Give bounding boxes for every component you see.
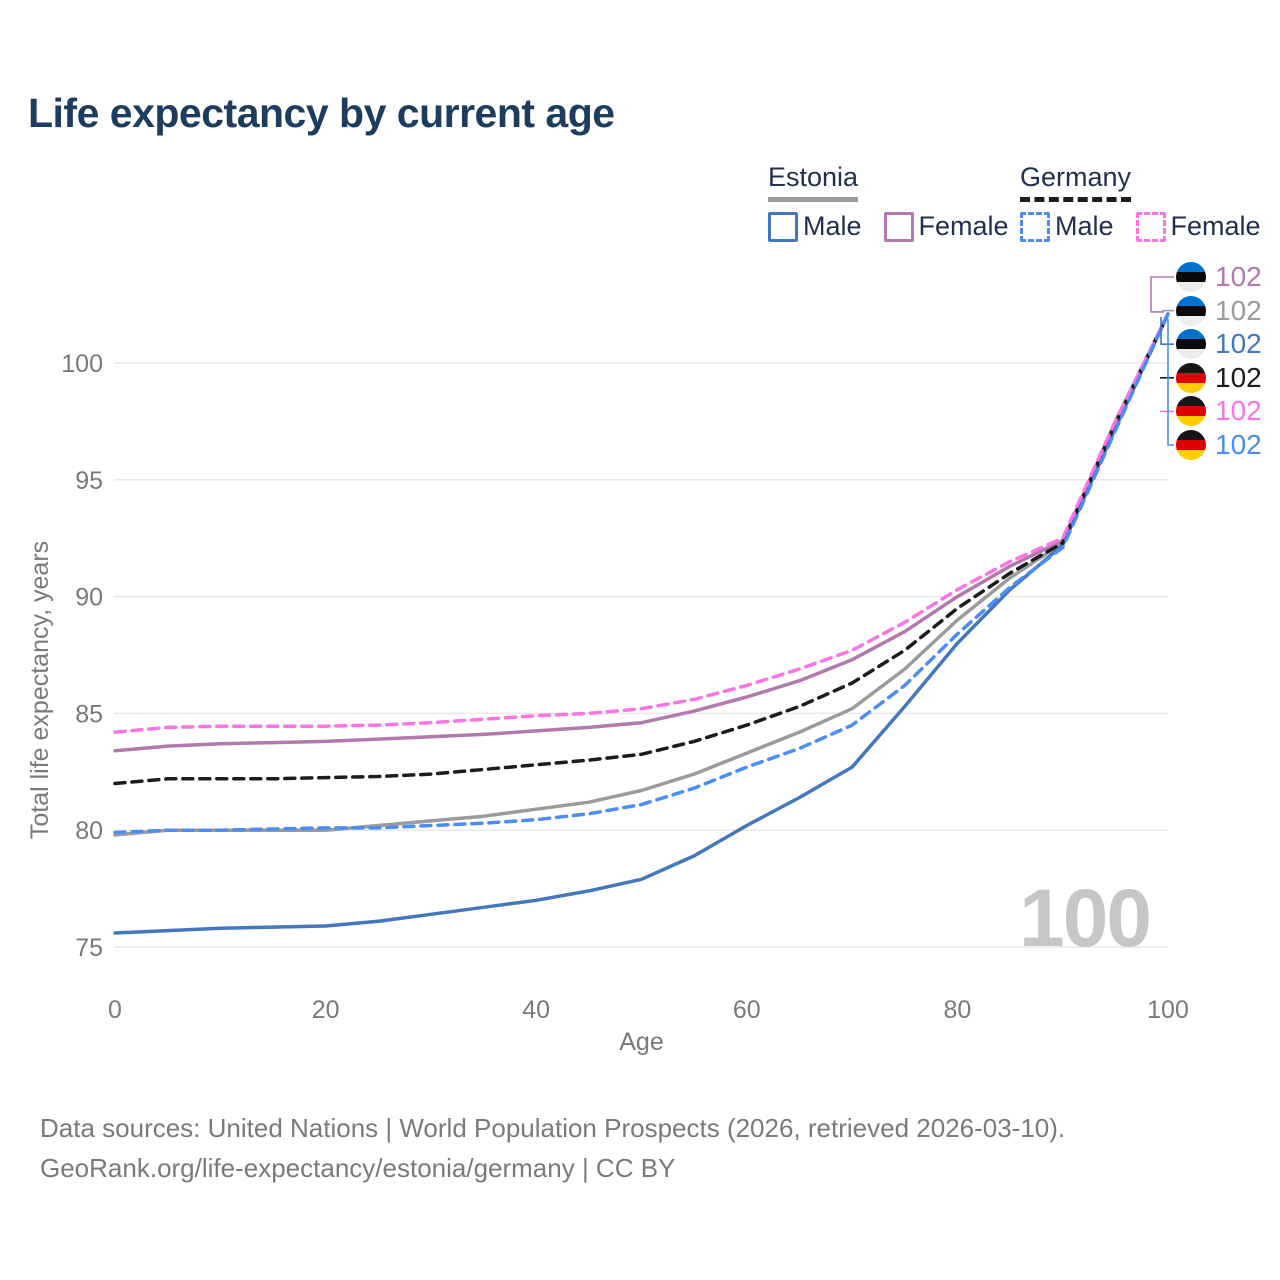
end-label-row-germany-male[interactable]: 102 bbox=[1176, 430, 1262, 460]
legend-estonia-male-label: Male bbox=[803, 211, 862, 241]
legend-estonia-male[interactable]: Male bbox=[768, 211, 862, 242]
legend-estonia-label[interactable]: Estonia bbox=[768, 162, 859, 202]
legend-germany-male-label: Male bbox=[1055, 211, 1114, 241]
end-label-row-estonia[interactable]: 102 bbox=[1176, 294, 1262, 326]
series-line-estonia-female[interactable] bbox=[113, 312, 1170, 753]
end-value-estonia: 102 bbox=[1215, 294, 1262, 326]
footer-sources-line: Data sources: United Nations | World Pop… bbox=[40, 1113, 1066, 1143]
x-tick-label-60: 60 bbox=[733, 996, 761, 1024]
x-tick-label-100: 100 bbox=[1147, 996, 1189, 1024]
end-value-germany-male: 102 bbox=[1215, 429, 1262, 460]
estonia-flag-icon bbox=[1176, 262, 1206, 292]
legend-estonia-female-label: Female bbox=[918, 211, 1009, 241]
legend-estonia-female[interactable]: Female bbox=[883, 211, 1009, 242]
end-label-row-estonia-male[interactable]: 102 bbox=[1176, 328, 1262, 360]
germany-female-swatch-icon bbox=[1135, 211, 1166, 242]
legend-germany-items: Male Female bbox=[1020, 211, 1261, 242]
legend-germany-male[interactable]: Male bbox=[1020, 211, 1114, 242]
page-title: Life expectancy by current age bbox=[28, 90, 615, 136]
series-line-germany-female[interactable] bbox=[113, 312, 1170, 734]
legend-group-germany: Germany Male Female bbox=[1020, 162, 1261, 242]
estonia-flag-icon bbox=[1176, 329, 1206, 360]
legend-germany-female-label: Female bbox=[1170, 211, 1261, 241]
legend-germany-female[interactable]: Female bbox=[1135, 211, 1261, 242]
x-tick-label-0: 0 bbox=[108, 996, 122, 1024]
legend-estonia-items: Male Female bbox=[768, 211, 1009, 242]
estonia-male-swatch-icon bbox=[768, 211, 798, 242]
end-label-row-germany[interactable]: 102 bbox=[1176, 361, 1262, 393]
estonia-flag-icon bbox=[1176, 295, 1206, 326]
estonia-female-swatch-icon bbox=[883, 211, 914, 242]
footer-attribution-line: GeoRank.org/life-expectancy/estonia/germ… bbox=[40, 1153, 676, 1184]
end-label-row-estonia-female[interactable]: 102 bbox=[1176, 262, 1262, 292]
end-value-germany: 102 bbox=[1215, 361, 1262, 393]
x-axis-title: Age bbox=[619, 1028, 663, 1056]
y-tick-label-95: 95 bbox=[75, 467, 103, 495]
y-tick-label-100: 100 bbox=[61, 350, 103, 378]
germany-flag-icon bbox=[1176, 430, 1206, 460]
end-label-connector-germany-male bbox=[1167, 318, 1174, 446]
series-line-germany-male[interactable] bbox=[113, 312, 1170, 835]
footer: Data sources: United Nations | World Pop… bbox=[40, 1108, 1065, 1189]
end-label-connector-estonia-female bbox=[1150, 276, 1174, 313]
x-tick-label-80: 80 bbox=[943, 996, 971, 1024]
y-axis-title: Total life expectancy, years bbox=[26, 541, 54, 839]
germany-flag-icon bbox=[1176, 396, 1206, 427]
y-tick-label-85: 85 bbox=[75, 700, 103, 728]
end-value-germany-female: 102 bbox=[1215, 395, 1262, 427]
age-watermark: 100 bbox=[1019, 873, 1152, 964]
end-label-connector-estonia-male bbox=[1160, 316, 1174, 345]
x-tick-label-20: 20 bbox=[312, 996, 340, 1024]
y-tick-label-80: 80 bbox=[75, 817, 103, 845]
series-line-estonia-male[interactable] bbox=[113, 312, 1170, 935]
end-value-estonia-female: 102 bbox=[1215, 261, 1262, 292]
x-tick-label-40: 40 bbox=[522, 996, 550, 1024]
germany-flag-icon bbox=[1176, 362, 1206, 393]
series-line-germany[interactable] bbox=[113, 312, 1170, 786]
end-label-row-germany-female[interactable]: 102 bbox=[1176, 395, 1262, 427]
legend-germany-label[interactable]: Germany bbox=[1020, 162, 1132, 202]
legend-group-estonia: Estonia Male Female bbox=[768, 162, 1009, 242]
end-value-estonia-male: 102 bbox=[1215, 328, 1262, 360]
germany-male-swatch-icon bbox=[1020, 211, 1050, 242]
y-tick-label-75: 75 bbox=[75, 934, 103, 962]
y-tick-label-90: 90 bbox=[75, 584, 103, 612]
